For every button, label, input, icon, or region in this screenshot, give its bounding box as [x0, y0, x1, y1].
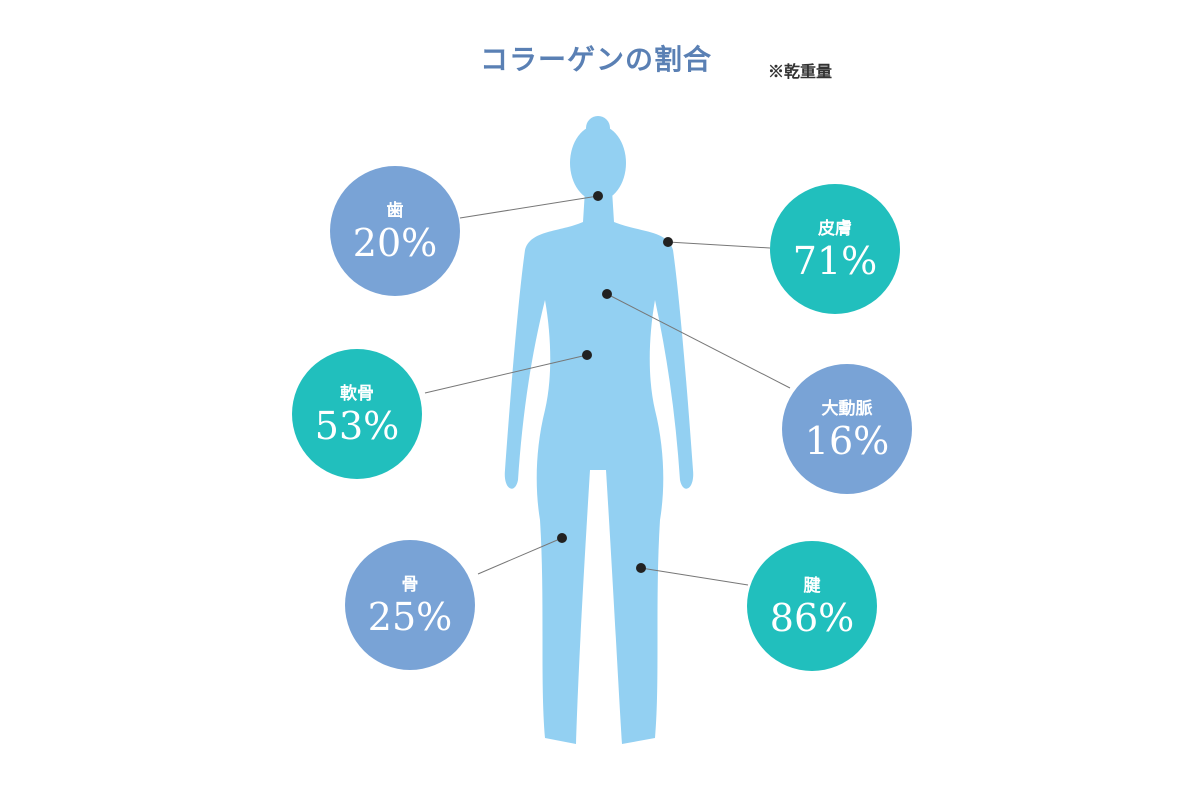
badge-value: 16%	[804, 419, 890, 463]
badge-label: 軟骨	[340, 384, 374, 404]
badge-value: 71%	[792, 239, 878, 283]
human-silhouette	[504, 116, 694, 744]
chart-title: コラーゲンの割合	[480, 43, 713, 76]
dry-weight-note: ※乾重量	[768, 62, 833, 81]
badge-label: 骨	[401, 575, 419, 595]
point-teeth	[593, 191, 603, 201]
point-aorta	[602, 289, 612, 299]
badge-label: 皮膚	[818, 219, 852, 239]
badge-skin: 皮膚 71%	[770, 184, 900, 314]
badge-label: 歯	[386, 201, 404, 221]
badge-aorta: 大動脈 16%	[782, 364, 912, 494]
badge-teeth: 歯 20%	[330, 166, 460, 296]
badge-value: 53%	[314, 404, 400, 448]
badge-label: 腱	[803, 576, 821, 596]
leader-line-tendon	[640, 567, 749, 586]
point-bone	[557, 533, 567, 543]
badge-value: 86%	[769, 596, 855, 640]
leader-lines	[424, 195, 791, 586]
badge-label: 大動脈	[821, 399, 873, 419]
leader-line-bone	[477, 537, 563, 575]
leader-line-teeth	[459, 195, 599, 219]
badge-value: 20%	[352, 221, 438, 265]
point-cartilage	[582, 350, 592, 360]
leader-line-aorta	[606, 293, 791, 389]
leader-line-skin	[667, 241, 771, 249]
point-tendon	[636, 563, 646, 573]
badge-value: 25%	[367, 595, 453, 639]
leader-line-cartilage	[424, 354, 588, 394]
badge-cartilage: 軟骨 53%	[292, 349, 422, 479]
badge-bone: 骨 25%	[345, 540, 475, 670]
point-skin	[663, 237, 673, 247]
body-points	[557, 191, 673, 573]
badge-tendon: 腱 86%	[747, 541, 877, 671]
